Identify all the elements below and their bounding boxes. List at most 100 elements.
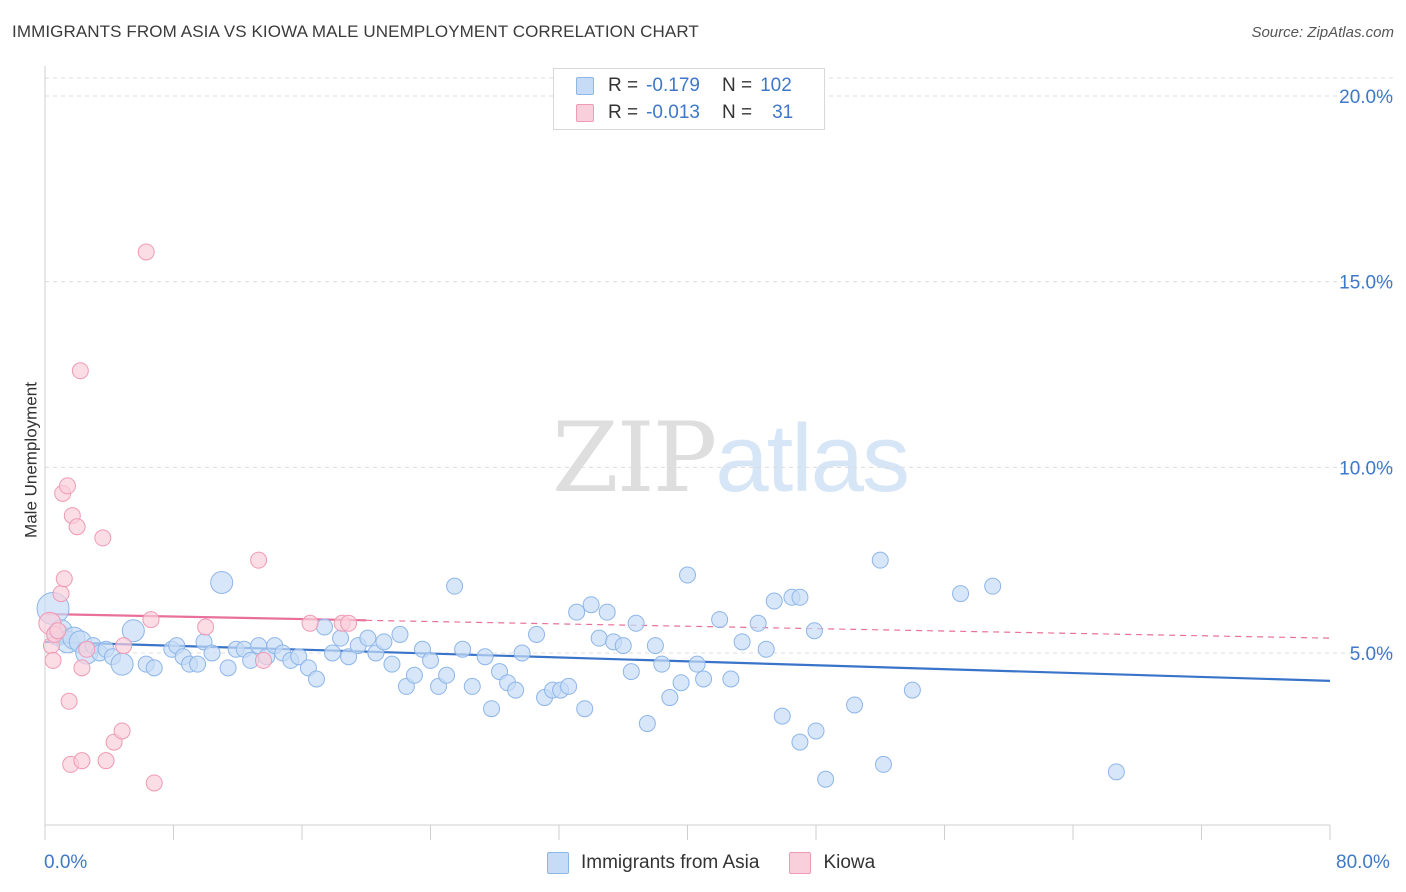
kiowa-trend-line-dashed	[366, 619, 1331, 639]
asia-point	[903, 681, 921, 699]
correlation-legend: R = -0.179 N = 102 R = -0.013 N = 31	[553, 68, 825, 130]
legend-row-asia: R = -0.179 N = 102	[576, 73, 792, 99]
watermark: ZIPatlas	[552, 402, 910, 514]
kiowa-point	[301, 614, 319, 632]
kiowa-point	[44, 651, 62, 669]
legend-n-value: 31	[772, 102, 794, 123]
asia-point	[576, 700, 594, 718]
source-label: Source: ZipAtlas.com	[1251, 24, 1394, 41]
legend-n-label: N =	[721, 102, 753, 123]
data-points	[36, 243, 1125, 792]
asia-point	[324, 644, 342, 662]
kiowa-point	[250, 551, 268, 569]
series-legend: Immigrants from Asia Kiowa	[547, 852, 905, 874]
kiowa-point	[254, 651, 272, 669]
kiowa-point	[340, 614, 358, 632]
asia-point	[672, 674, 690, 692]
legend-label-asia: Immigrants from Asia	[581, 852, 760, 873]
asia-point	[646, 637, 664, 655]
tick-labels: 5.0% 10.0% 15.0% 20.0%	[1339, 87, 1393, 665]
legend-row-kiowa: R = -0.013 N = 31	[576, 100, 793, 126]
asia-point	[340, 648, 358, 666]
asia-point	[391, 625, 409, 643]
asia-point	[791, 588, 809, 606]
legend-swatch-kiowa	[789, 852, 812, 874]
legend-n-label: N =	[721, 75, 753, 96]
kiowa-point	[97, 752, 115, 770]
kiowa-point	[71, 362, 89, 380]
legend-r-value: -0.013	[646, 102, 700, 123]
kiowa-point	[58, 477, 76, 495]
chart-title: IMMIGRANTS FROM ASIA VS KIOWA MALE UNEMP…	[12, 22, 699, 41]
asia-point	[598, 603, 616, 621]
asia-point	[661, 689, 679, 707]
kiowa-point	[68, 518, 86, 536]
axes	[44, 66, 1331, 840]
asia-point	[805, 622, 823, 640]
asia-point	[219, 659, 237, 677]
asia-point	[733, 633, 751, 651]
y-tick-label: 5.0%	[1350, 644, 1393, 665]
asia-point	[622, 663, 640, 681]
asia-point	[422, 651, 439, 669]
asia-point	[874, 755, 892, 773]
x-tick-min: 0.0%	[44, 852, 88, 873]
asia-point	[765, 592, 783, 610]
asia-point	[476, 648, 494, 666]
asia-point	[121, 619, 145, 643]
asia-point	[359, 629, 377, 647]
kiowa-point	[113, 722, 131, 740]
asia-point	[189, 655, 207, 673]
kiowa-point	[142, 611, 160, 629]
x-tick-max: 80.0%	[1336, 852, 1390, 873]
asia-point	[560, 677, 578, 695]
asia-point	[711, 611, 729, 629]
asia-point	[375, 633, 393, 651]
asia-point	[871, 551, 889, 569]
asia-point	[210, 570, 234, 594]
asia-point	[203, 644, 221, 662]
asia-point	[145, 659, 163, 677]
asia-point	[454, 640, 472, 658]
legend-item-kiowa[interactable]: Kiowa	[789, 852, 875, 874]
asia-point	[528, 625, 546, 643]
legend-r-value: -0.179	[646, 75, 700, 96]
asia-point	[984, 577, 1002, 595]
asia-point	[446, 577, 464, 595]
watermark-zip: ZIP	[552, 402, 717, 514]
asia-point	[627, 614, 645, 632]
asia-point	[773, 707, 791, 725]
legend-r-label: R =	[608, 102, 639, 123]
y-axis-label: Male Unemployment	[21, 382, 41, 538]
asia-point	[614, 637, 632, 655]
asia-point	[405, 666, 423, 684]
kiowa-point	[73, 752, 91, 770]
kiowa-point	[137, 243, 155, 261]
asia-point	[791, 733, 809, 751]
asia-point	[307, 670, 325, 688]
asia-point	[695, 670, 713, 688]
legend-item-asia[interactable]: Immigrants from Asia	[547, 852, 759, 874]
asia-point	[757, 640, 775, 658]
asia-point	[749, 614, 767, 632]
kiowa-point	[115, 637, 133, 655]
asia-point	[817, 770, 835, 788]
asia-point	[438, 666, 456, 684]
asia-point	[679, 566, 696, 584]
kiowa-point	[145, 774, 163, 792]
asia-point	[507, 681, 525, 699]
y-tick-label: 20.0%	[1339, 87, 1393, 108]
asia-point	[582, 596, 600, 614]
legend-swatch-asia	[547, 852, 569, 874]
asia-point	[110, 652, 134, 676]
y-tick-label: 10.0%	[1339, 458, 1393, 479]
kiowa-point	[94, 529, 112, 547]
legend-label-kiowa: Kiowa	[823, 852, 876, 873]
asia-point	[383, 655, 401, 673]
asia-point	[483, 700, 501, 718]
kiowa-point	[78, 640, 96, 658]
asia-point	[952, 585, 970, 603]
asia-point	[463, 677, 481, 695]
asia-point	[332, 629, 350, 647]
